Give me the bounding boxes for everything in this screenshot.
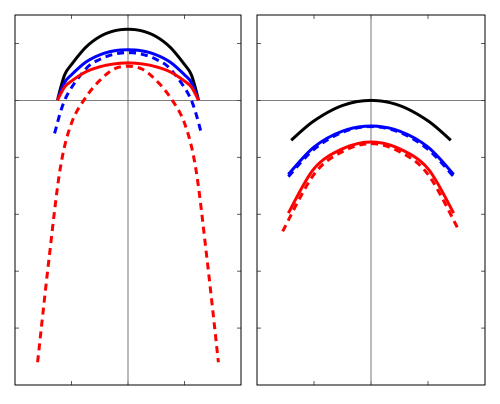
series-line-4 bbox=[287, 140, 455, 214]
series-group bbox=[281, 98, 461, 233]
series-line-1 bbox=[290, 98, 452, 142]
series-line-4 bbox=[56, 61, 200, 102]
series-line-5 bbox=[281, 142, 461, 233]
plot-frame bbox=[14, 14, 242, 386]
plot-panel-1 bbox=[14, 14, 242, 386]
series-line-5 bbox=[36, 64, 220, 363]
plot-panel-2 bbox=[256, 14, 486, 386]
series-line-2 bbox=[55, 48, 201, 101]
series-line-1 bbox=[55, 27, 201, 101]
series-group bbox=[36, 27, 220, 363]
series-line-3 bbox=[287, 125, 455, 178]
plot-frame bbox=[256, 14, 486, 386]
